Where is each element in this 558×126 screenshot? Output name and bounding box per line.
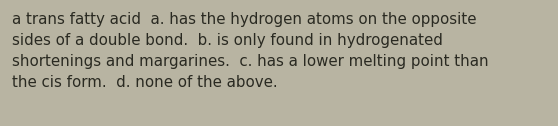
- Text: a trans fatty acid  a. has the hydrogen atoms on the opposite
sides of a double : a trans fatty acid a. has the hydrogen a…: [12, 12, 489, 90]
